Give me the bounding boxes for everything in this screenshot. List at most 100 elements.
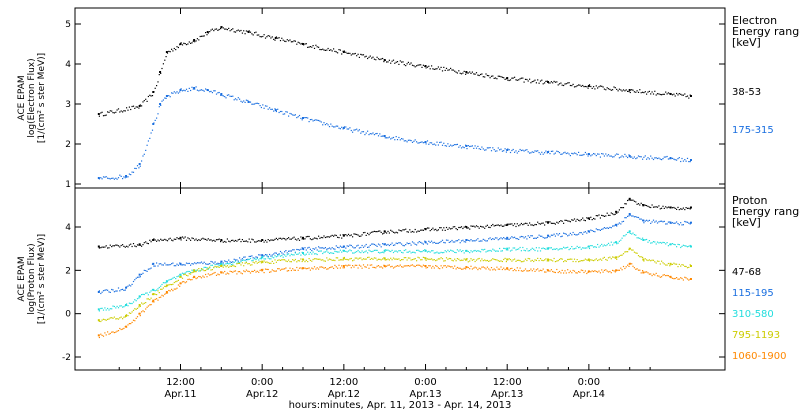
scatter-dot [315, 268, 317, 270]
scatter-dot [326, 236, 328, 238]
scatter-dot [342, 50, 344, 52]
scatter-dot [305, 249, 307, 251]
scatter-dot [143, 311, 145, 313]
scatter-dot [373, 243, 375, 246]
scatter-dot [215, 266, 218, 268]
scatter-dot [403, 140, 405, 142]
scatter-dot [297, 41, 299, 43]
scatter-dot [542, 260, 544, 262]
scatter-dot [433, 229, 435, 231]
scatter-dot [105, 319, 107, 321]
scatter-dot [297, 269, 299, 271]
scatter-dot [205, 273, 207, 276]
scatter-dot [187, 90, 189, 92]
scatter-dot [138, 276, 140, 278]
scatter-dot [296, 266, 298, 269]
scatter-dot [542, 153, 544, 155]
scatter-dot [297, 260, 299, 262]
scatter-dot [686, 95, 689, 97]
scatter-dot [554, 81, 556, 83]
scatter-dot [337, 251, 339, 253]
scatter-dot [553, 257, 555, 260]
scatter-dot [158, 286, 160, 289]
scatter-dot [191, 237, 193, 239]
scatter-dot [143, 269, 145, 271]
scatter-dot [669, 206, 671, 208]
scatter-dot [420, 229, 422, 231]
scatter-dot [421, 66, 423, 68]
scatter-dot [277, 254, 279, 256]
scatter-dot [599, 217, 601, 219]
scatter-dot [111, 110, 113, 112]
scatter-dot [539, 235, 542, 237]
scatter-dot [139, 104, 141, 106]
scatter-dot [410, 252, 412, 254]
scatter-dot [440, 227, 442, 229]
scatter-dot [372, 243, 374, 245]
scatter-dot [414, 265, 416, 268]
scatter-dot [439, 252, 441, 254]
scatter-dot [345, 247, 347, 249]
scatter-dot [217, 273, 219, 275]
scatter-dot [190, 42, 192, 44]
scatter-dot [558, 221, 561, 223]
scatter-dot [460, 250, 463, 253]
legend-entry: 47-68 [732, 267, 761, 278]
scatter-dot [432, 259, 434, 261]
scatter-dot [288, 270, 290, 272]
scatter-dot [173, 47, 175, 50]
scatter-dot [466, 148, 468, 150]
scatter-dot [424, 249, 426, 251]
scatter-dot [425, 143, 427, 145]
scatter-dot [624, 203, 626, 205]
scatter-dot [237, 29, 239, 31]
scatter-dot [538, 223, 540, 225]
scatter-dot [567, 235, 569, 237]
scatter-dot [279, 259, 282, 261]
scatter-dot [501, 150, 503, 152]
scatter-dot [561, 153, 563, 155]
scatter-dot [258, 34, 260, 36]
scatter-dot [684, 220, 686, 223]
scatter-dot [145, 98, 147, 100]
scatter-dot [602, 153, 604, 155]
scatter-dot [346, 245, 348, 247]
scatter-dot [636, 268, 638, 270]
scatter-dot [465, 225, 467, 227]
scatter-dot [640, 202, 642, 204]
scatter-dot [361, 234, 363, 236]
scatter-dot [414, 228, 416, 231]
scatter-dot [288, 237, 290, 239]
scatter-dot [191, 86, 193, 88]
scatter-dot [315, 237, 317, 239]
scatter-dot [593, 86, 595, 88]
data-point [152, 299, 155, 302]
scatter-dot [207, 267, 209, 269]
scatter-dot [327, 124, 329, 126]
scatter-dot [337, 267, 339, 269]
scatter-dot [467, 72, 469, 74]
scatter-dot [640, 256, 642, 258]
scatter-dot [122, 178, 124, 180]
scatter-dot [264, 239, 267, 242]
scatter-dot [161, 294, 163, 296]
scatter-dot [360, 257, 362, 259]
scatter-dot [631, 233, 633, 235]
scatter-dot [315, 44, 317, 46]
scatter-dot [663, 207, 665, 209]
scatter-dot [292, 254, 294, 256]
scatter-dot [614, 257, 616, 259]
scatter-dot [176, 276, 178, 278]
scatter-dot [339, 234, 341, 236]
scatter-dot [460, 259, 463, 261]
scatter-dot [648, 219, 650, 221]
scatter-dot [671, 94, 674, 96]
data-point [247, 31, 250, 33]
scatter-dot [680, 208, 682, 210]
scatter-dot [264, 37, 267, 39]
scatter-dot [503, 225, 505, 227]
scatter-dot [360, 252, 362, 254]
scatter-dot [456, 249, 458, 251]
scatter-dot [526, 149, 528, 151]
data-point [302, 252, 305, 254]
